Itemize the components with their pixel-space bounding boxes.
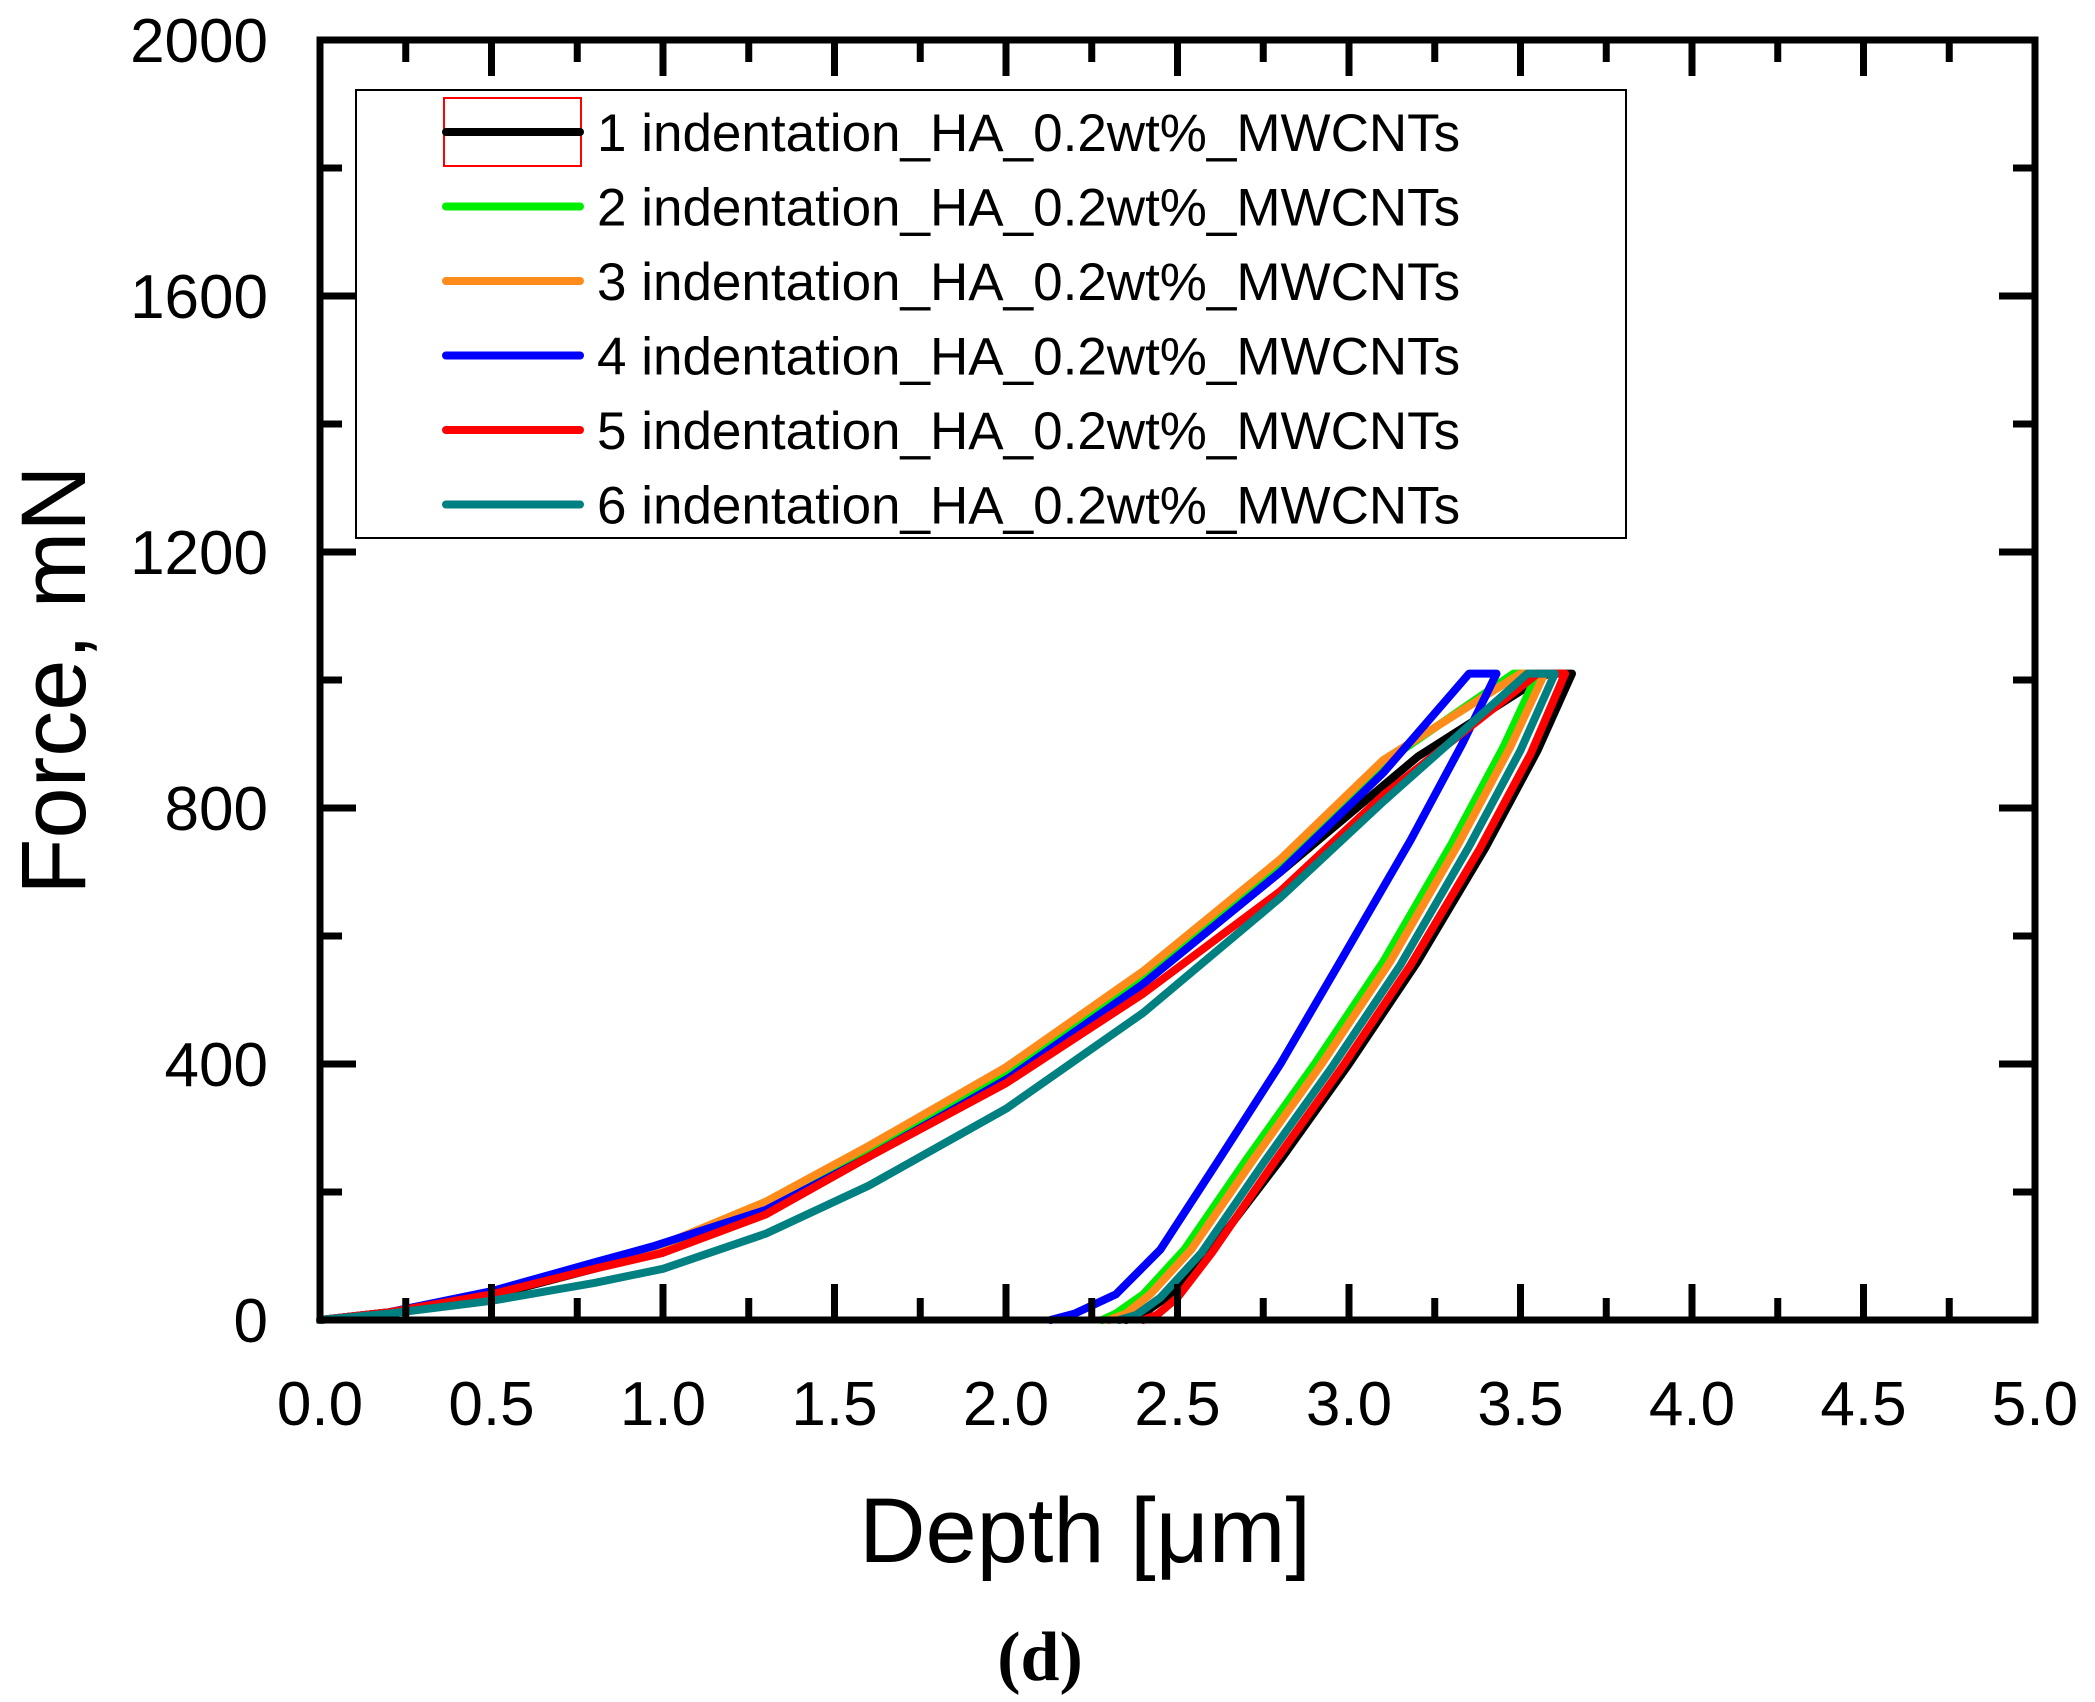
series-6-curve [316, 669, 1559, 1324]
x-tick-label: 0.0 [277, 1370, 363, 1439]
x-tick-label: 2.0 [963, 1370, 1049, 1439]
x-tick-label: 5.0 [1992, 1370, 2078, 1439]
series-2-curve [316, 669, 1542, 1324]
x-tick-label: 0.5 [448, 1370, 534, 1439]
legend-items: 1 indentation_HA_0.2wt%_MWCNTs 2 indentat… [442, 104, 1460, 536]
x-tick-label: 1.5 [791, 1370, 877, 1439]
series-4-curve [316, 669, 1501, 1324]
y-tick-label: 1200 [130, 519, 268, 588]
x-tick-label: 4.5 [1820, 1370, 1906, 1439]
legend-label-3: 3 indentation_HA_0.2wt%_MWCNTs [597, 253, 1460, 312]
curves-layer [316, 669, 1576, 1324]
y-tick-label: 1600 [130, 263, 268, 332]
y-tick-label: 2000 [130, 7, 268, 76]
y-axis-tick-labels: 0 400 800 1200 1600 2000 [130, 7, 268, 1356]
legend-box [355, 89, 1627, 539]
y-tick-label: 800 [165, 775, 268, 844]
legend: 1 indentation_HA_0.2wt%_MWCNTs 2 indentat… [355, 89, 1627, 539]
legend-label-5: 5 indentation_HA_0.2wt%_MWCNTs [597, 402, 1460, 461]
legend-label-1: 1 indentation_HA_0.2wt%_MWCNTs [597, 104, 1460, 163]
legend-label-6: 6 indentation_HA_0.2wt%_MWCNTs [597, 477, 1460, 536]
axis-ticks [316, 36, 2039, 1324]
y-tick-label: 400 [165, 1031, 268, 1100]
panel-label: (d) [997, 1619, 1083, 1696]
x-tick-label: 4.0 [1649, 1370, 1735, 1439]
x-tick-label: 3.5 [1477, 1370, 1563, 1439]
legend-label-4: 4 indentation_HA_0.2wt%_MWCNTs [597, 328, 1460, 387]
x-tick-label: 1.0 [620, 1370, 706, 1439]
y-axis-title: Force, mN [3, 465, 105, 894]
x-tick-label: 2.5 [1134, 1370, 1220, 1439]
x-tick-label: 3.0 [1306, 1370, 1392, 1439]
legend-label-2: 2 indentation_HA_0.2wt%_MWCNTs [597, 179, 1460, 238]
x-axis-title: Depth [μm] [859, 1480, 1311, 1582]
x-axis-tick-labels: 0.0 0.5 1.0 1.5 2.0 2.5 3.0 3.5 4.0 4.5 5.0 [277, 1370, 2078, 1439]
y-tick-label: 0 [234, 1287, 268, 1356]
